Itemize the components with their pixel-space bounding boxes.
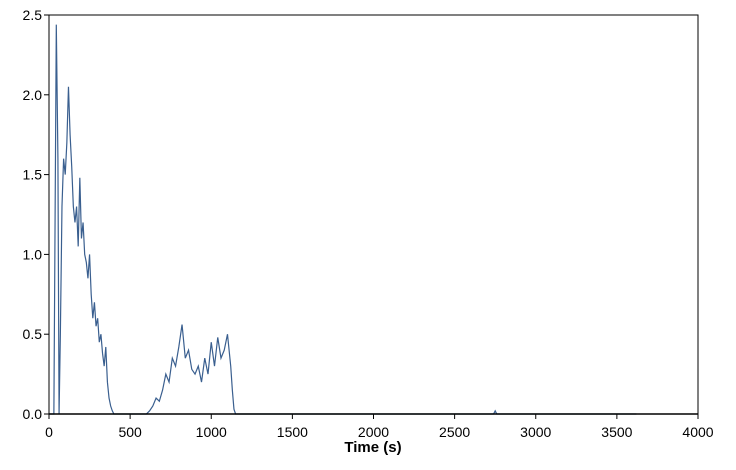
x-tick-label: 3000 — [520, 424, 551, 440]
plot-area — [48, 14, 699, 415]
x-axis: 0 500 1000 1500 2000 2500 3000 3500 4000 — [45, 414, 714, 440]
x-axis-title: Time (s) — [344, 439, 401, 456]
y-tick-label: 2.0 — [23, 87, 43, 103]
x-tick-label: 1500 — [277, 424, 308, 440]
x-tick-label: 2000 — [358, 424, 389, 440]
x-tick-label: 0 — [45, 424, 53, 440]
x-tick-label: 1000 — [196, 424, 227, 440]
y-tick-label: 1.5 — [23, 167, 43, 183]
x-tick-label: 2500 — [439, 424, 470, 440]
x-tick-label: 3500 — [601, 424, 632, 440]
x-tick-label: 4000 — [682, 424, 713, 440]
y-tick-label: 0.0 — [23, 406, 43, 422]
y-tick-label: 0.5 — [23, 326, 43, 342]
y-axis: 0.0 0.5 1.0 1.5 2.0 2.5 — [23, 7, 49, 422]
y-tick-label: 1.0 — [23, 246, 43, 262]
x-tick-label: 500 — [118, 424, 142, 440]
y-tick-label: 2.5 — [23, 7, 43, 23]
